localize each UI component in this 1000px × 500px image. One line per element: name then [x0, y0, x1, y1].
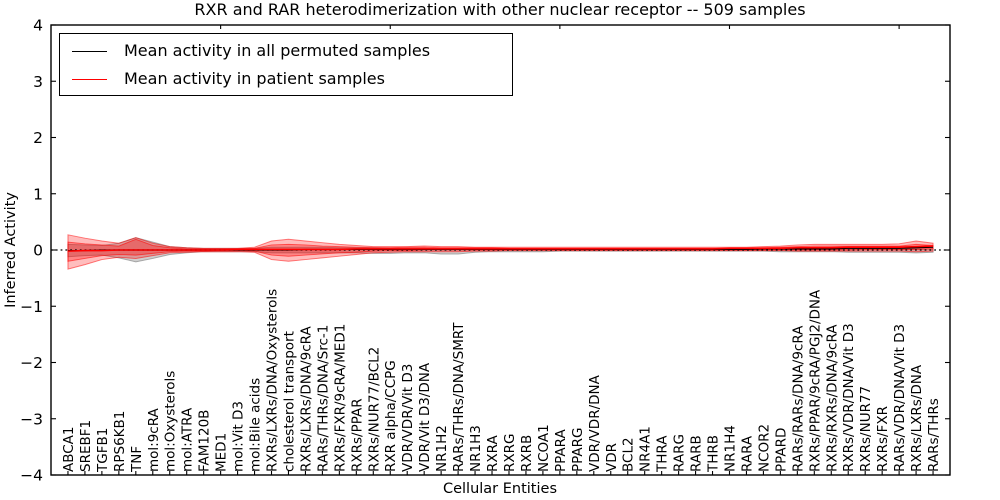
x-tick-label: RXRB	[519, 435, 535, 472]
x-tick-label: PPARA	[553, 429, 569, 472]
x-tick-label: mol:9cRA	[146, 407, 162, 472]
x-tick-label: RXRs/NUR77/BCL2	[366, 347, 382, 472]
x-axis-label: Cellular Entities	[443, 481, 557, 497]
legend: Mean activity in all permuted samples Me…	[59, 33, 513, 96]
x-tick-label: VDR/VDR/Vit D3	[400, 364, 416, 472]
y-tick-label: 3	[33, 73, 43, 91]
x-tick-label: RARA	[739, 435, 755, 472]
x-tick-label: RARG	[672, 434, 688, 472]
x-tick-label: TGFB1	[95, 428, 111, 473]
x-tick-label: mol:ATRA	[180, 407, 196, 472]
x-tick-label: ABCA1	[61, 426, 77, 472]
x-tick-label: NR1H2	[434, 425, 450, 472]
chart-title: RXR and RAR heterodimerization with othe…	[194, 0, 805, 19]
x-tick-label: RXRs/PPAR	[349, 398, 365, 472]
x-tick-label: NCOA1	[536, 424, 552, 472]
x-tick-label: RXRG	[502, 434, 518, 472]
x-tick-label: TNF	[129, 446, 145, 473]
x-tick-label: NR4A1	[638, 426, 654, 472]
x-tick-label: MED1	[214, 433, 230, 472]
x-tick-label: RPS6KB1	[112, 411, 128, 472]
x-tick-label: cholesterol transport	[281, 331, 297, 472]
x-tick-label: RARB	[689, 435, 705, 472]
y-tick-label: 0	[33, 242, 43, 260]
y-tick-label: −4	[20, 467, 43, 485]
x-tick-label: NCOR2	[756, 424, 772, 472]
x-tick-label: SREBF1	[78, 420, 94, 472]
x-tick-label: NR1H3	[468, 425, 484, 472]
x-tick-label: RXRs/LXRs/DNA/Oxysterols	[265, 289, 281, 472]
x-tick-label: RXRs/PPAR/9cRA/PGJ2/DNA	[807, 289, 823, 472]
legend-line-patient	[72, 78, 107, 80]
x-tick-label: RXRs/RXRs/DNA/9cRA	[824, 324, 840, 472]
legend-entry-permuted: Mean activity in all permuted samples	[60, 37, 512, 65]
legend-entry-patient: Mean activity in patient samples	[60, 65, 512, 93]
y-tick-label: 2	[33, 129, 43, 147]
patient-mean-line	[67, 245, 934, 252]
x-tick-label: RXRA	[485, 435, 501, 472]
x-tick-label: THRA	[655, 435, 671, 473]
axis-ticks	[51, 24, 950, 476]
y-tick-label: −1	[20, 298, 43, 316]
y-tick-label: −2	[20, 354, 43, 372]
x-tick-label: RXRs/VDR/DNA/Vit D3	[841, 323, 857, 472]
x-tick-label: VDR	[604, 443, 620, 472]
x-tick-label: RXRs/LXRs/DNA/9cRA	[298, 326, 314, 472]
x-tick-label: RXR alpha/CCPG	[383, 360, 399, 472]
legend-label-patient: Mean activity in patient samples	[124, 69, 385, 88]
x-tick-label: RARs/THRs/DNA/SMRT	[451, 322, 467, 472]
x-tick-label: VDR/Vit D3/DNA	[417, 362, 433, 472]
x-tick-label: FAM120B	[197, 410, 213, 472]
x-tick-label: mol:Bile acids	[248, 378, 264, 472]
y-tick-label: −3	[20, 410, 43, 428]
x-tick-label: RXRs/FXR	[875, 406, 891, 472]
legend-label-permuted: Mean activity in all permuted samples	[124, 41, 431, 60]
x-tick-label: VDR/VDR/DNA	[587, 374, 603, 472]
y-tick-label: 1	[33, 185, 43, 203]
x-tick-label: RARs/THRs	[926, 398, 942, 472]
y-tick-label: 4	[33, 17, 43, 35]
x-tick-label: BCL2	[621, 437, 637, 472]
y-axis-label: Inferred Activity	[3, 192, 19, 308]
x-tick-label: NR1H4	[722, 425, 738, 472]
legend-line-permuted	[72, 50, 107, 52]
x-tick-label: mol:Oxysterols	[163, 371, 179, 472]
patient-samples-band-outer	[67, 234, 934, 270]
x-tick-label: RXRs/NUR77	[858, 386, 874, 472]
patient-samples-band-inner	[67, 238, 934, 262]
x-tick-label: RARs/THRs/DNA/Src-1	[315, 325, 331, 472]
x-tick-label: PPARD	[773, 428, 789, 472]
x-tick-label: RXRs/LXRs/DNA	[909, 364, 925, 472]
x-tick-label: RARs/RARs/DNA/9cRA	[790, 325, 806, 472]
x-tick-label: THRB	[706, 435, 722, 473]
x-tick-label: PPARG	[570, 428, 586, 473]
x-tick-label: mol:Vit D3	[231, 401, 247, 472]
x-tick-label: RXRs/FXR/9cRA/MED1	[332, 324, 348, 472]
x-tick-label: RARs/VDR/DNA/Vit D3	[892, 324, 908, 472]
